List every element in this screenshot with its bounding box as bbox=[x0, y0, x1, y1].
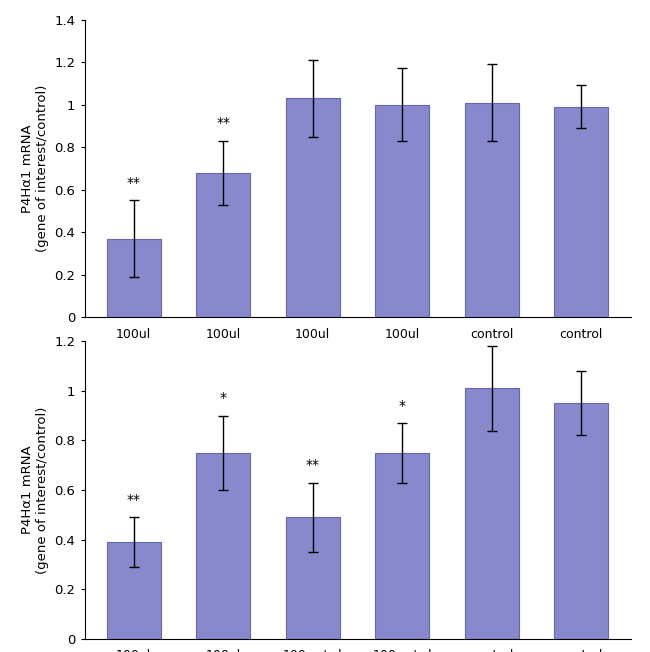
Bar bbox=[196, 173, 250, 318]
Bar bbox=[286, 518, 339, 639]
Bar bbox=[196, 453, 250, 639]
Bar bbox=[107, 542, 161, 639]
Bar bbox=[465, 389, 519, 639]
Bar bbox=[465, 102, 519, 318]
Bar bbox=[107, 239, 161, 318]
Text: **: ** bbox=[306, 458, 320, 472]
Text: *: * bbox=[398, 398, 406, 413]
Text: **: ** bbox=[216, 116, 230, 130]
Bar bbox=[554, 403, 608, 639]
Bar bbox=[554, 107, 608, 318]
Bar bbox=[286, 98, 339, 318]
Y-axis label: P4Hα1 mRNA
(gene of interest/control): P4Hα1 mRNA (gene of interest/control) bbox=[21, 406, 49, 574]
Bar bbox=[376, 453, 429, 639]
Text: **: ** bbox=[127, 493, 141, 507]
Text: *: * bbox=[220, 391, 227, 405]
Bar bbox=[376, 104, 429, 318]
Text: **: ** bbox=[127, 176, 141, 190]
Y-axis label: P4Hα1 mRNA
(gene of interest/control): P4Hα1 mRNA (gene of interest/control) bbox=[21, 85, 49, 252]
